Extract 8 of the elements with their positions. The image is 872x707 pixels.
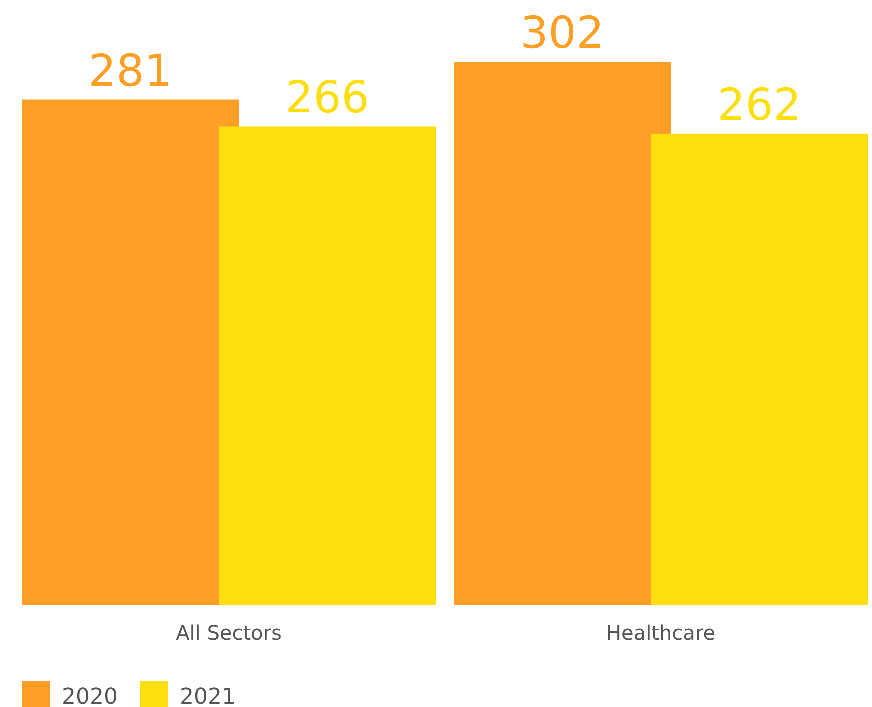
data-label: 266 bbox=[286, 72, 370, 124]
x-tick-label: All Sectors bbox=[176, 621, 282, 645]
legend-label: 2021 bbox=[180, 685, 236, 707]
data-label: 281 bbox=[88, 46, 172, 97]
legend-label: 2020 bbox=[62, 685, 118, 707]
data-label: 262 bbox=[718, 80, 802, 131]
data-label: 302 bbox=[520, 8, 604, 59]
x-tick-label: Healthcare bbox=[606, 621, 716, 645]
